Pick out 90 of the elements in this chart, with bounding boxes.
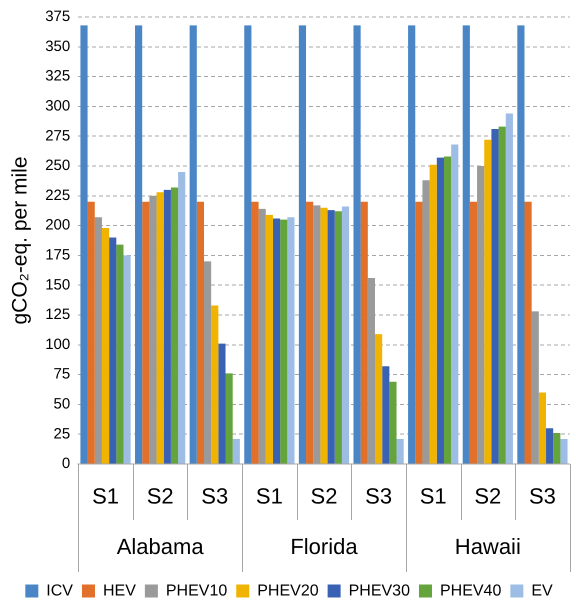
- x-tick-label: S3: [528, 483, 556, 508]
- bar: [280, 220, 288, 464]
- bar: [156, 192, 164, 464]
- bar: [444, 156, 452, 464]
- bar: [320, 208, 328, 464]
- bar: [498, 126, 506, 464]
- bar: [266, 214, 273, 464]
- x-tick-label: S1: [256, 483, 283, 508]
- bar: [382, 366, 390, 464]
- bar: [360, 202, 368, 464]
- bar: [251, 202, 259, 464]
- bar: [116, 244, 124, 464]
- x-tick-label: S2: [310, 483, 338, 508]
- bar: [272, 218, 280, 464]
- bar: [328, 210, 335, 464]
- bar: [298, 25, 306, 464]
- text: Florida: [290, 534, 358, 560]
- bar: [164, 190, 171, 464]
- bar: [170, 187, 178, 464]
- y-tick-label: 375: [45, 8, 70, 26]
- y-tick-label: 225: [45, 186, 70, 204]
- bar: [436, 158, 444, 464]
- y-tick-label: 175: [45, 246, 70, 264]
- bar: [415, 202, 422, 464]
- y-tick-label: 100: [45, 336, 70, 353]
- bar: [451, 144, 458, 464]
- bar: [517, 25, 524, 464]
- bar: [470, 202, 478, 464]
- bar: [211, 305, 218, 464]
- bar: [287, 217, 294, 464]
- legend-label: PHEV40: [440, 582, 502, 600]
- bar: [334, 211, 342, 464]
- bar: [244, 25, 252, 464]
- bar: [538, 392, 546, 464]
- x-tick-label: S2: [474, 483, 502, 508]
- bar: [190, 25, 197, 464]
- y-tick-label: 0: [62, 455, 70, 472]
- y-tick-label: 25: [54, 425, 70, 442]
- bar: [430, 164, 437, 464]
- bar: [546, 428, 554, 464]
- bar: [178, 172, 186, 464]
- bar: [553, 433, 560, 464]
- bar: [491, 129, 499, 464]
- bar: [484, 140, 492, 464]
- x-tick-label: S2: [146, 483, 174, 508]
- bar: [232, 438, 240, 464]
- legend-label: ICV: [46, 582, 74, 600]
- bar: [408, 25, 416, 464]
- bar: [80, 25, 88, 464]
- bar: [389, 382, 397, 464]
- x-tick-label: S3: [365, 483, 392, 508]
- legend-label: PHEV10: [166, 582, 228, 600]
- bar: [135, 25, 142, 464]
- legend-label: EV: [531, 582, 554, 600]
- legend-label: PHEV20: [257, 582, 319, 600]
- y-tick-label: 125: [45, 306, 70, 324]
- y-tick-label: 350: [45, 38, 70, 55]
- x-tick-label: S3: [201, 483, 228, 508]
- bar: [306, 202, 314, 464]
- bar: [123, 255, 131, 464]
- bar: [524, 202, 532, 464]
- bar: [88, 202, 95, 464]
- y-tick-label: 325: [45, 68, 70, 85]
- y-tick-label: 200: [45, 216, 70, 234]
- y-tick-label: 50: [54, 396, 70, 413]
- bar: [218, 344, 226, 464]
- legend-label: HEV: [102, 582, 136, 600]
- bar: [109, 238, 116, 464]
- y-tick-label: 275: [45, 127, 70, 144]
- text: Hawaii: [454, 534, 521, 560]
- bar: [353, 25, 361, 464]
- y-axis-title: gCO₂-eq. per mile: [8, 156, 32, 325]
- x-tick-label: S1: [92, 483, 119, 508]
- bar: [396, 438, 404, 464]
- legend-label: PHEV30: [348, 582, 410, 600]
- bar: [375, 334, 382, 464]
- bar: [226, 373, 233, 464]
- y-tick-label: 300: [45, 98, 70, 115]
- y-tick-label: 150: [45, 276, 70, 294]
- y-tick-label: 75: [54, 366, 70, 383]
- y-tick-label: 250: [45, 157, 70, 174]
- bar: [462, 25, 470, 464]
- text: Alabama: [116, 534, 204, 560]
- x-tick-label: S1: [420, 483, 447, 508]
- bar: [506, 114, 513, 464]
- bar: [196, 202, 204, 464]
- bar: [342, 206, 350, 464]
- bar: [560, 438, 568, 464]
- bar: [142, 202, 150, 464]
- bar: [102, 228, 110, 464]
